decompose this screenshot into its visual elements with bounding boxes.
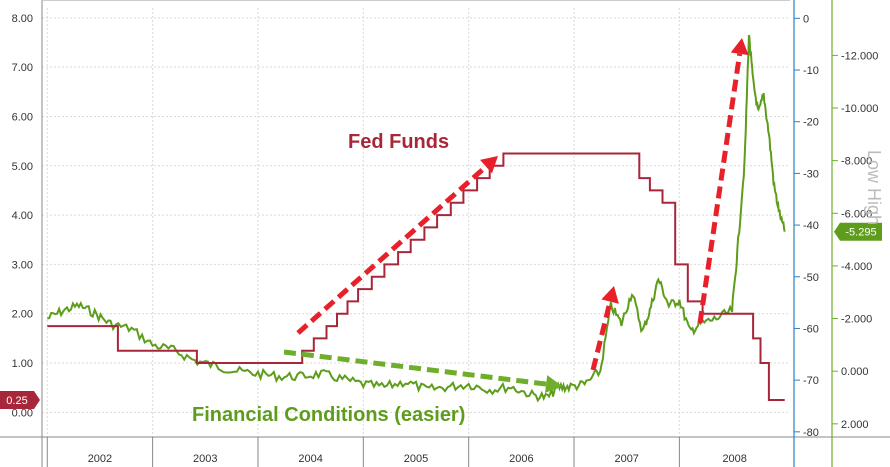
badge-text: -5.295 bbox=[845, 227, 876, 239]
badge-shape bbox=[834, 222, 882, 241]
x-tick-label: 2008 bbox=[722, 453, 746, 465]
arrow-2008-spike bbox=[697, 38, 749, 324]
badge-text: 0.25 bbox=[6, 395, 27, 407]
mid-tick-label: 0 bbox=[803, 13, 809, 25]
right-tick-label: -4.000 bbox=[841, 261, 872, 273]
arrow-head bbox=[730, 38, 749, 56]
annotation-fed-funds: Fed Funds bbox=[348, 131, 449, 153]
mid-tick-label: -70 bbox=[803, 375, 819, 387]
arrow-shaft bbox=[283, 349, 547, 387]
mid-tick-label: -10 bbox=[803, 65, 819, 77]
left-tick-label: 1.00 bbox=[12, 358, 33, 370]
right-tick-label: -8.000 bbox=[841, 156, 872, 168]
arrow-head bbox=[545, 375, 562, 393]
arrow-head bbox=[480, 156, 498, 174]
left-tick-label: 6.00 bbox=[12, 111, 33, 123]
x-tick-label: 2002 bbox=[88, 453, 112, 465]
x-tick-label: 2003 bbox=[193, 453, 217, 465]
right-axis-side-text: Low High bbox=[864, 150, 884, 225]
left-tick-label: 3.00 bbox=[12, 259, 33, 271]
financial-conditions-last-value-badge: -5.295 bbox=[834, 222, 882, 241]
arrow-conditions-easing bbox=[283, 349, 562, 393]
mid-tick-label: -20 bbox=[803, 117, 819, 129]
annotation-financial-conditions: Financial Conditions (easier) bbox=[192, 404, 465, 426]
arrow-shaft bbox=[697, 53, 743, 324]
left-tick-label: 4.00 bbox=[12, 210, 33, 222]
series-line-financial-conditions bbox=[47, 34, 786, 403]
right-tick-label: -10.000 bbox=[841, 103, 878, 115]
x-tick-label: 2004 bbox=[298, 453, 322, 465]
right-tick-label: 2.000 bbox=[841, 419, 869, 431]
arrow-fed-funds-rise bbox=[296, 156, 498, 335]
fed-funds-last-value-badge: 0.25 bbox=[0, 391, 40, 410]
right-tick-label: -2.000 bbox=[841, 314, 872, 326]
arrow-shaft bbox=[590, 300, 613, 371]
arrow-2007-spike bbox=[590, 286, 619, 371]
mid-tick-label: -40 bbox=[803, 220, 819, 232]
mid-tick-label: -60 bbox=[803, 323, 819, 335]
x-tick-label: 2007 bbox=[614, 453, 638, 465]
badge-shape bbox=[0, 391, 40, 410]
mid-tick-label: -50 bbox=[803, 272, 819, 284]
arrow-shaft bbox=[296, 164, 488, 335]
arrow-head bbox=[601, 286, 619, 304]
x-tick-label: 2005 bbox=[404, 453, 428, 465]
right-tick-label: 0.000 bbox=[841, 366, 869, 378]
series-line-fed-funds bbox=[47, 152, 785, 401]
x-tick-label: 2006 bbox=[509, 453, 533, 465]
arrow-layer bbox=[283, 38, 749, 393]
grid-layer bbox=[42, 8, 790, 437]
mid-tick-label: -30 bbox=[803, 168, 819, 180]
label-layer: 0.25 -5.295 bbox=[0, 222, 882, 410]
left-tick-label: 5.00 bbox=[12, 161, 33, 173]
left-tick-label: 0.00 bbox=[12, 407, 33, 419]
left-tick-label: 8.00 bbox=[12, 13, 33, 25]
right-tick-label: -12.000 bbox=[841, 50, 878, 62]
left-tick-label: 7.00 bbox=[12, 62, 33, 74]
right-tick-label: -6.000 bbox=[841, 208, 872, 220]
series-layer bbox=[47, 34, 786, 403]
mid-tick-label: -80 bbox=[803, 427, 819, 439]
left-tick-label: 2.00 bbox=[12, 309, 33, 321]
